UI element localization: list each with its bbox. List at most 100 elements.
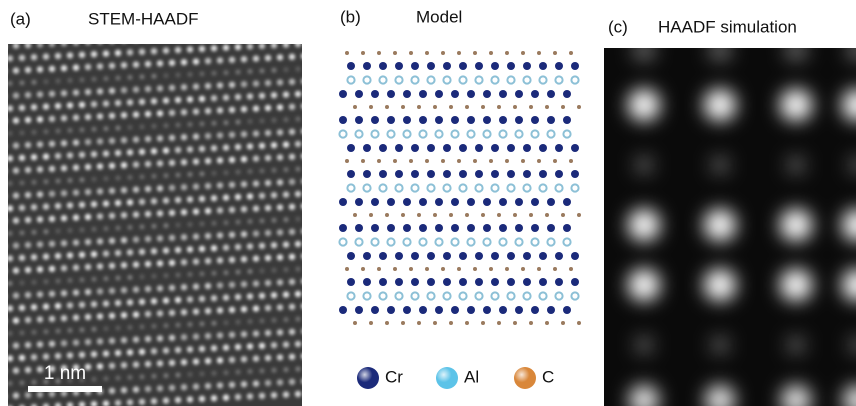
atom-column [163,223,168,228]
al-atom [411,292,418,299]
atom-column [139,324,144,329]
c-atom [417,105,421,109]
atom-column [211,145,217,151]
atom-column [241,256,247,262]
atom-column [73,239,79,245]
atom-column [1,293,7,299]
cr-atom [347,170,355,178]
panel-title: Model [416,7,462,26]
atom-column [121,187,127,193]
atom-column [25,42,31,48]
atom-column [169,310,175,316]
al-atom [363,76,370,83]
atom-column [211,45,217,51]
atom-column [127,225,132,230]
atom-column [139,124,144,129]
cr-atom [507,252,515,260]
al-atom [339,130,346,137]
atom-column [19,180,24,185]
atom-column [271,242,277,248]
atom-column [67,252,73,258]
cr-atom [371,198,379,206]
cr-atom [451,224,459,232]
al-atom [467,238,474,245]
atom-column [259,243,265,249]
atom-column [103,350,109,356]
cr-atom [531,224,539,232]
atom-column [127,75,132,80]
atom-column [25,392,31,398]
atom-column [127,275,132,280]
atom-column [55,53,61,59]
atom-column [223,294,229,300]
atom-column [133,111,139,117]
atom-column [37,266,43,272]
cr-atom [467,198,475,206]
atom-column [265,355,271,361]
atom-column [85,264,91,270]
atom-column [25,367,31,373]
atom-column [151,98,157,104]
atom-column [295,316,300,321]
al-atom [515,130,522,137]
atom-column [37,166,43,172]
atom-column [181,159,187,165]
atom-column [235,194,241,200]
atom-column [115,225,120,230]
atom-column [97,263,103,269]
c-atom [377,159,381,163]
atom-column [193,283,199,289]
atom-column [241,306,247,312]
c-atom [449,105,453,109]
atom-column [103,226,108,231]
cr-atom [483,306,491,314]
atom-column [205,233,211,239]
intensity-blob [628,209,660,241]
al-atom [427,184,434,191]
atom-column [247,219,252,224]
cr-atom [451,90,459,98]
cr-atom [467,306,475,314]
atom-column [277,129,283,135]
cr-atom [451,198,459,206]
atom-column [157,210,163,216]
c-atom [513,321,517,325]
atom-column [7,131,12,136]
atom-column [49,341,55,347]
al-atom [547,130,554,137]
atom-column [253,255,259,261]
al-atom [387,130,394,137]
atom-column [145,361,151,367]
legend: CrAlC [357,367,554,389]
atom-column [187,272,192,277]
atom-column [31,230,36,235]
atom-column [157,185,163,191]
atom-column [301,253,307,259]
atom-column [109,363,115,369]
atom-column [43,279,48,284]
atom-column [265,380,271,386]
atom-column [151,198,157,204]
atom-column [283,217,288,222]
atom-column [235,319,240,324]
cr-atom [411,170,419,178]
cr-atom [563,90,571,98]
atom-column [283,167,288,172]
atom-column [277,329,283,335]
c-atom [505,159,509,163]
atom-column [199,146,205,152]
c-atom [401,105,405,109]
atom-column [283,117,288,122]
atom-column [163,47,169,53]
atom-column [157,285,163,291]
cr-atom [387,116,395,124]
c-atom [457,159,461,163]
cr-atom [523,144,531,152]
atom-column [235,44,241,50]
atom-column [61,140,67,146]
cr-atom [443,144,451,152]
atom-column [7,381,12,386]
atom-column [19,305,25,311]
atom-column [175,72,180,77]
atom-column [295,366,300,371]
